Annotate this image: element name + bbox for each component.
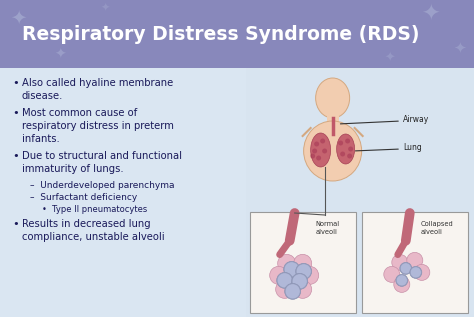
Text: disease.: disease. — [22, 91, 64, 101]
Ellipse shape — [304, 121, 362, 181]
FancyBboxPatch shape — [0, 0, 474, 68]
Circle shape — [294, 280, 312, 298]
Circle shape — [270, 266, 288, 284]
Circle shape — [296, 263, 312, 279]
Text: ✦: ✦ — [10, 9, 26, 28]
Circle shape — [294, 254, 312, 272]
Circle shape — [320, 139, 325, 144]
Text: Respiratory Distress Syndrome (RDS): Respiratory Distress Syndrome (RDS) — [22, 24, 419, 43]
Ellipse shape — [310, 133, 331, 167]
FancyBboxPatch shape — [327, 116, 338, 128]
Text: infants.: infants. — [22, 134, 60, 144]
Circle shape — [278, 254, 296, 272]
Circle shape — [277, 272, 292, 288]
Text: Normal
alveoli: Normal alveoli — [316, 221, 339, 235]
Text: Also called hyaline membrane: Also called hyaline membrane — [22, 78, 173, 88]
Circle shape — [392, 254, 408, 270]
Circle shape — [301, 266, 319, 284]
Circle shape — [322, 148, 327, 153]
Circle shape — [400, 262, 412, 275]
Circle shape — [314, 141, 319, 146]
Text: ✦: ✦ — [54, 48, 66, 62]
Text: •: • — [12, 78, 19, 88]
Circle shape — [310, 153, 315, 158]
FancyBboxPatch shape — [250, 212, 356, 313]
Text: Most common cause of: Most common cause of — [22, 108, 137, 118]
Text: –  Surfactant deficiency: – Surfactant deficiency — [30, 193, 137, 202]
Text: •: • — [12, 219, 19, 229]
Circle shape — [286, 264, 304, 282]
Circle shape — [340, 152, 345, 157]
Circle shape — [396, 275, 408, 286]
Text: ✦: ✦ — [100, 3, 109, 13]
FancyBboxPatch shape — [362, 212, 468, 313]
Ellipse shape — [316, 78, 350, 118]
Circle shape — [407, 252, 423, 268]
Circle shape — [394, 276, 410, 292]
Circle shape — [283, 261, 300, 277]
Circle shape — [384, 266, 400, 282]
Text: •: • — [12, 151, 19, 161]
Circle shape — [348, 146, 353, 152]
Circle shape — [347, 153, 352, 158]
Text: immaturity of lungs.: immaturity of lungs. — [22, 164, 124, 174]
Ellipse shape — [337, 134, 355, 164]
Text: compliance, unstable alveoli: compliance, unstable alveoli — [22, 232, 164, 242]
FancyBboxPatch shape — [0, 68, 474, 317]
FancyBboxPatch shape — [246, 68, 474, 213]
Text: Airway: Airway — [403, 115, 429, 125]
Text: •  Type II pneumatocytes: • Type II pneumatocytes — [42, 205, 147, 214]
Text: Results in decreased lung: Results in decreased lung — [22, 219, 151, 229]
Circle shape — [292, 273, 308, 289]
Circle shape — [414, 264, 430, 280]
Circle shape — [312, 148, 317, 153]
Text: respiratory distress in preterm: respiratory distress in preterm — [22, 121, 174, 131]
Text: Due to structural and functional: Due to structural and functional — [22, 151, 182, 161]
Circle shape — [285, 283, 301, 299]
Circle shape — [345, 139, 350, 144]
Circle shape — [410, 266, 422, 278]
Text: ✦: ✦ — [454, 41, 466, 55]
Circle shape — [316, 156, 321, 160]
Text: –  Underdeveloped parenchyma: – Underdeveloped parenchyma — [30, 181, 174, 190]
Text: ✦: ✦ — [385, 51, 395, 64]
Text: ✦: ✦ — [421, 5, 439, 25]
Text: Collapsed
alveoli: Collapsed alveoli — [420, 221, 453, 235]
Circle shape — [276, 280, 294, 298]
Circle shape — [338, 140, 343, 146]
FancyBboxPatch shape — [0, 68, 246, 317]
Text: •: • — [12, 108, 19, 118]
Text: Lung: Lung — [403, 144, 422, 152]
